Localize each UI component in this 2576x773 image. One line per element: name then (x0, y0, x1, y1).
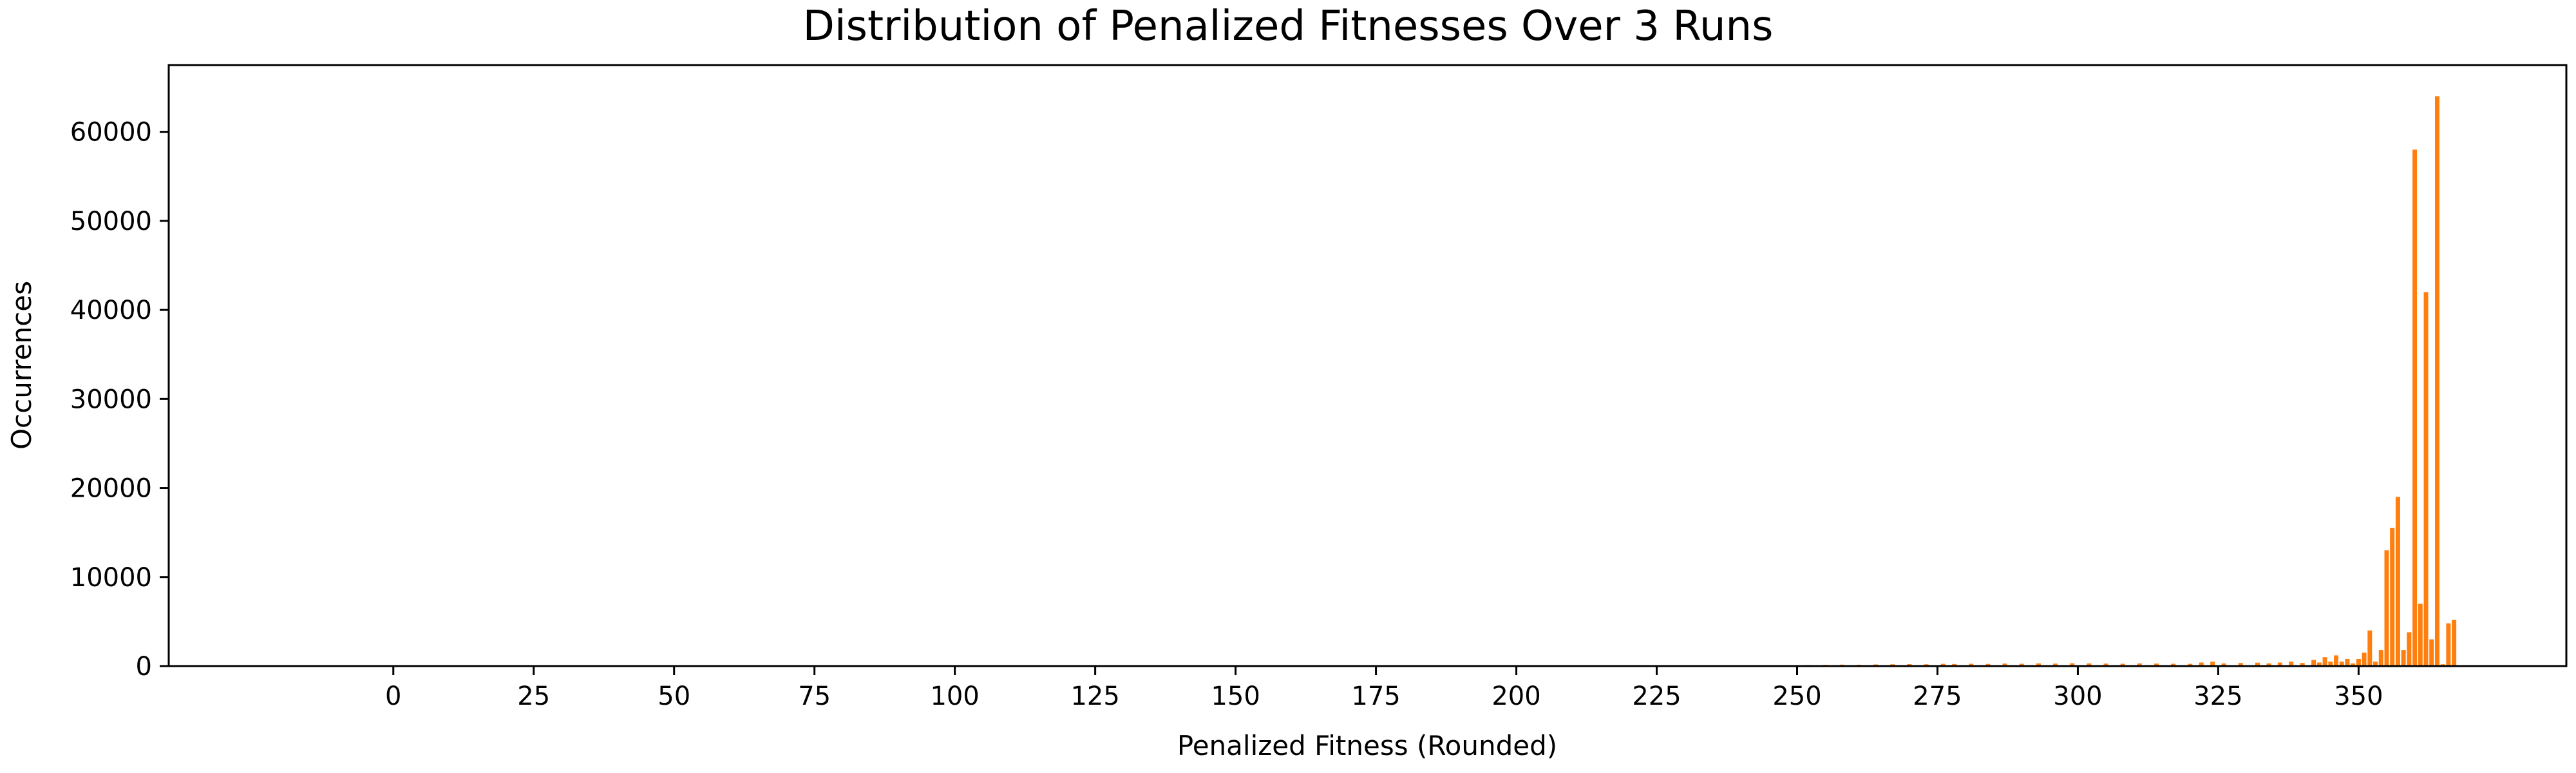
bar (2316, 662, 2322, 666)
x-tick-label: 0 (385, 682, 401, 711)
bar (2356, 658, 2361, 666)
bar (2452, 620, 2457, 666)
bar (2423, 292, 2429, 667)
bar (2390, 528, 2395, 666)
bar (2362, 653, 2367, 666)
x-tick-label: 175 (1351, 682, 1400, 711)
bar (2210, 662, 2215, 666)
chart-title: Distribution of Penalized Fitnesses Over… (803, 3, 1774, 50)
bar (2311, 660, 2316, 666)
bar (2351, 663, 2356, 666)
bar (2407, 632, 2412, 666)
bar (2238, 663, 2243, 666)
bar (1940, 663, 1946, 666)
bar (2221, 663, 2226, 666)
x-tick-label: 275 (1913, 682, 1962, 711)
bar (2171, 663, 2176, 666)
bar (2002, 663, 2007, 666)
bar (2137, 663, 2142, 666)
y-tick-label: 20000 (70, 474, 152, 504)
x-axis: 0 25 50 75 100 125 150 175 200 225 250 275 300 325 350 (385, 666, 2383, 711)
bar (2328, 662, 2333, 666)
bar (2103, 663, 2108, 666)
y-tick-label: 40000 (70, 296, 152, 325)
y-axis-label: Occurrences (6, 281, 37, 450)
y-tick-label: 60000 (70, 118, 152, 148)
bar (2378, 650, 2383, 666)
x-tick-label: 75 (798, 682, 831, 711)
x-tick-label: 200 (1492, 682, 1540, 711)
x-tick-label: 350 (2334, 682, 2383, 711)
bar (2373, 662, 2378, 666)
x-tick-label: 250 (1772, 682, 1821, 711)
bar (2120, 663, 2125, 666)
bar (2070, 663, 2075, 666)
y-axis: 0 10000 20000 30000 40000 50000 60000 (70, 118, 169, 682)
y-tick-label: 10000 (70, 563, 152, 593)
bar (1952, 663, 1957, 666)
x-tick-label: 100 (930, 682, 979, 711)
bar (2053, 663, 2058, 666)
bar (2401, 650, 2406, 666)
bar (2277, 662, 2282, 666)
x-tick-label: 225 (1632, 682, 1681, 711)
x-tick-label: 325 (2193, 682, 2242, 711)
bar (2255, 662, 2260, 666)
x-tick-label: 125 (1070, 682, 1119, 711)
bar (2434, 96, 2439, 666)
bar (2334, 655, 2339, 666)
bar (2446, 623, 2451, 666)
bar (2087, 663, 2092, 666)
bar (2384, 550, 2389, 666)
x-tick-label: 150 (1211, 682, 1260, 711)
bar (1907, 663, 1912, 666)
x-tick-label: 300 (2053, 682, 2102, 711)
bar (2188, 663, 2193, 666)
bar (2289, 662, 2294, 666)
bar (2154, 663, 2159, 666)
bar (1985, 663, 1991, 666)
bar-series (1542, 96, 2457, 667)
x-tick-label: 25 (517, 682, 550, 711)
bar (2036, 663, 2041, 666)
x-axis-label: Penalized Fitness (Rounded) (1177, 730, 1557, 761)
bar (2412, 149, 2418, 666)
bar (1969, 663, 1974, 666)
plot-frame (167, 64, 2568, 667)
bar (2019, 663, 2024, 666)
bar (2345, 658, 2350, 666)
bar (2395, 497, 2400, 666)
x-tick-label: 50 (658, 682, 690, 711)
bar (2429, 639, 2434, 666)
y-tick-label: 50000 (70, 207, 152, 236)
bar (2199, 662, 2204, 666)
bar (2367, 630, 2372, 666)
bar (2418, 604, 2423, 666)
bar (2339, 662, 2344, 666)
bar (2266, 663, 2271, 666)
bar (2322, 657, 2327, 666)
y-tick-label: 30000 (70, 385, 152, 414)
bar (2300, 663, 2305, 666)
y-tick-label: 0 (136, 652, 152, 682)
